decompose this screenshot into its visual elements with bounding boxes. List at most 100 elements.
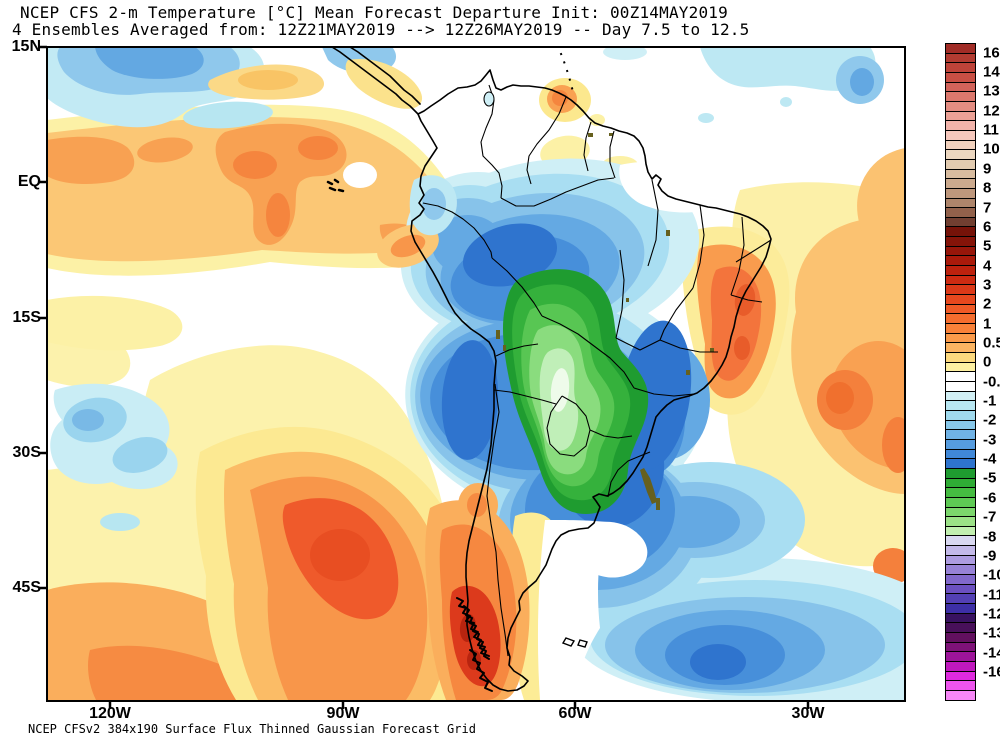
colorbar-segment xyxy=(946,72,975,82)
lat-label-eq: EQ xyxy=(0,173,41,191)
colorbar-label: 1 xyxy=(983,315,991,332)
colorbar-label: 0.5 xyxy=(983,334,1000,351)
colorbar-label: 4 xyxy=(983,257,991,274)
colorbar-label: 7 xyxy=(983,199,991,216)
colorbar-segment xyxy=(946,333,975,343)
colorbar-segment xyxy=(946,381,975,391)
colorbar-label: -10 xyxy=(983,567,1000,584)
lon-label-30w: 30W xyxy=(773,705,843,723)
colorbar-label: -0.5 xyxy=(983,373,1000,390)
colorbar-segment xyxy=(946,265,975,275)
colorbar-segment xyxy=(946,178,975,188)
colorbar-segment xyxy=(946,622,975,632)
colorbar-segment xyxy=(946,207,975,217)
colorbar-segment xyxy=(946,342,975,352)
colorbar-segment xyxy=(946,642,975,652)
colorbar-label: 8 xyxy=(983,180,991,197)
colorbar-segment xyxy=(946,323,975,333)
colorbar-segment xyxy=(946,449,975,459)
colorbar-label: 5 xyxy=(983,238,991,255)
lon-label-60w: 60W xyxy=(540,705,610,723)
colorbar-label: -9 xyxy=(983,547,996,564)
colorbar-segment xyxy=(946,468,975,478)
colorbar-segment xyxy=(946,111,975,121)
colorbar-segment xyxy=(946,507,975,517)
colorbar-segment xyxy=(946,593,975,603)
colorbar-segment xyxy=(946,101,975,111)
colorbar-segment xyxy=(946,371,975,381)
colorbar-label: -14 xyxy=(983,644,1000,661)
colorbar-segment xyxy=(946,198,975,208)
colorbar-segment xyxy=(946,362,975,372)
colorbar-label: 6 xyxy=(983,218,991,235)
colorbar-segment xyxy=(946,255,975,265)
colorbar-segment xyxy=(946,400,975,410)
colorbar-segment xyxy=(946,294,975,304)
colorbar-segment xyxy=(946,82,975,92)
colorbar-label: 3 xyxy=(983,276,991,293)
colorbar-segment xyxy=(946,188,975,198)
colorbar-segment xyxy=(946,545,975,555)
colorbar-label: -4 xyxy=(983,451,996,468)
lon-label-120w: 120W xyxy=(75,705,145,723)
footer-caption: NCEP CFSv2 384x190 Surface Flux Thinned … xyxy=(28,722,476,736)
colorbar-label: -12 xyxy=(983,605,1000,622)
colorbar-segment xyxy=(946,478,975,488)
colorbar-segment xyxy=(946,535,975,545)
lat-label-15n: 15N xyxy=(0,38,41,56)
colorbar-label: 11 xyxy=(983,122,999,139)
colorbar-label: 9 xyxy=(983,160,991,177)
colorbar-segment xyxy=(946,53,975,63)
lat-label-15s: 15S xyxy=(0,309,41,327)
colorbar-segment xyxy=(946,159,975,169)
colorbar-segment xyxy=(946,304,975,314)
colorbar-segment xyxy=(946,352,975,362)
colorbar-segment xyxy=(946,574,975,584)
colorbar-segment xyxy=(946,62,975,72)
colorbar-segment xyxy=(946,661,975,671)
colorbar-label: 16 xyxy=(983,44,1000,61)
colorbar-segment xyxy=(946,487,975,497)
colorbar-segment xyxy=(946,651,975,661)
colorbar-segment xyxy=(946,44,975,53)
colorbar-label: -2 xyxy=(983,412,996,429)
colorbar-segment xyxy=(946,555,975,565)
colorbar-segment xyxy=(946,313,975,323)
colorbar-segment xyxy=(946,226,975,236)
colorbar-segment xyxy=(946,420,975,430)
colorbar-label: -7 xyxy=(983,509,996,526)
colorbar xyxy=(945,43,976,701)
colorbar-label: -5 xyxy=(983,470,996,487)
colorbar-segment xyxy=(946,91,975,101)
colorbar-segment xyxy=(946,526,975,536)
colorbar-label: -8 xyxy=(983,528,996,545)
map-shading xyxy=(47,44,950,717)
lon-label-90w: 90W xyxy=(308,705,378,723)
colorbar-label: 2 xyxy=(983,296,991,313)
colorbar-segment xyxy=(946,275,975,285)
colorbar-segment xyxy=(946,236,975,246)
colorbar-label: 0 xyxy=(983,354,991,371)
colorbar-segment xyxy=(946,458,975,468)
colorbar-segment xyxy=(946,671,975,681)
colorbar-segment xyxy=(946,690,975,700)
colorbar-label: -13 xyxy=(983,625,1000,642)
lat-label-30s: 30S xyxy=(0,444,41,462)
colorbar-label: -1 xyxy=(983,393,996,410)
colorbar-segment xyxy=(946,603,975,613)
colorbar-label: 12 xyxy=(983,102,1000,119)
colorbar-segment xyxy=(946,246,975,256)
colorbar-segment xyxy=(946,130,975,140)
colorbar-segment xyxy=(946,439,975,449)
colorbar-segment xyxy=(946,391,975,401)
colorbar-label: 14 xyxy=(983,64,1000,81)
colorbar-label: -11 xyxy=(983,586,1000,603)
colorbar-segment xyxy=(946,680,975,690)
colorbar-label: -6 xyxy=(983,489,996,506)
colorbar-label: -16 xyxy=(983,663,1000,680)
colorbar-label: 10 xyxy=(983,141,1000,158)
colorbar-segment xyxy=(946,497,975,507)
colorbar-segment xyxy=(946,516,975,526)
colorbar-label: -3 xyxy=(983,431,996,448)
colorbar-segment xyxy=(946,613,975,623)
